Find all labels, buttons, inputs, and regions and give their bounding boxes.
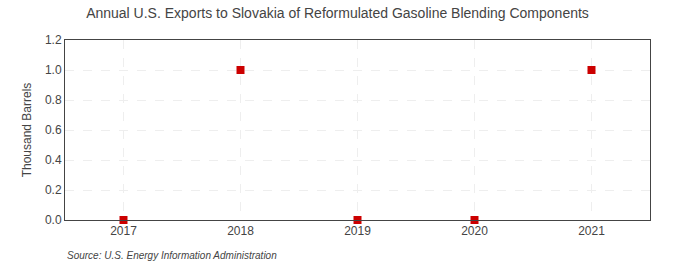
svg-text:0.6: 0.6 <box>45 123 62 137</box>
svg-text:1.2: 1.2 <box>45 33 62 47</box>
svg-text:Thousand Barrels: Thousand Barrels <box>20 83 34 178</box>
svg-text:Source: U.S. Energy Informatio: Source: U.S. Energy Information Administ… <box>67 250 277 261</box>
svg-text:2017: 2017 <box>110 224 137 238</box>
svg-text:2018: 2018 <box>227 224 254 238</box>
svg-text:2019: 2019 <box>344 224 371 238</box>
svg-text:0.0: 0.0 <box>45 213 62 227</box>
svg-text:2020: 2020 <box>461 224 488 238</box>
svg-text:0.4: 0.4 <box>45 153 62 167</box>
svg-text:0.2: 0.2 <box>45 183 62 197</box>
svg-text:0.8: 0.8 <box>45 93 62 107</box>
svg-text:1.0: 1.0 <box>45 63 62 77</box>
svg-text:Annual U.S. Exports to Slovaki: Annual U.S. Exports to Slovakia of Refor… <box>86 5 589 21</box>
svg-text:2021: 2021 <box>578 224 605 238</box>
